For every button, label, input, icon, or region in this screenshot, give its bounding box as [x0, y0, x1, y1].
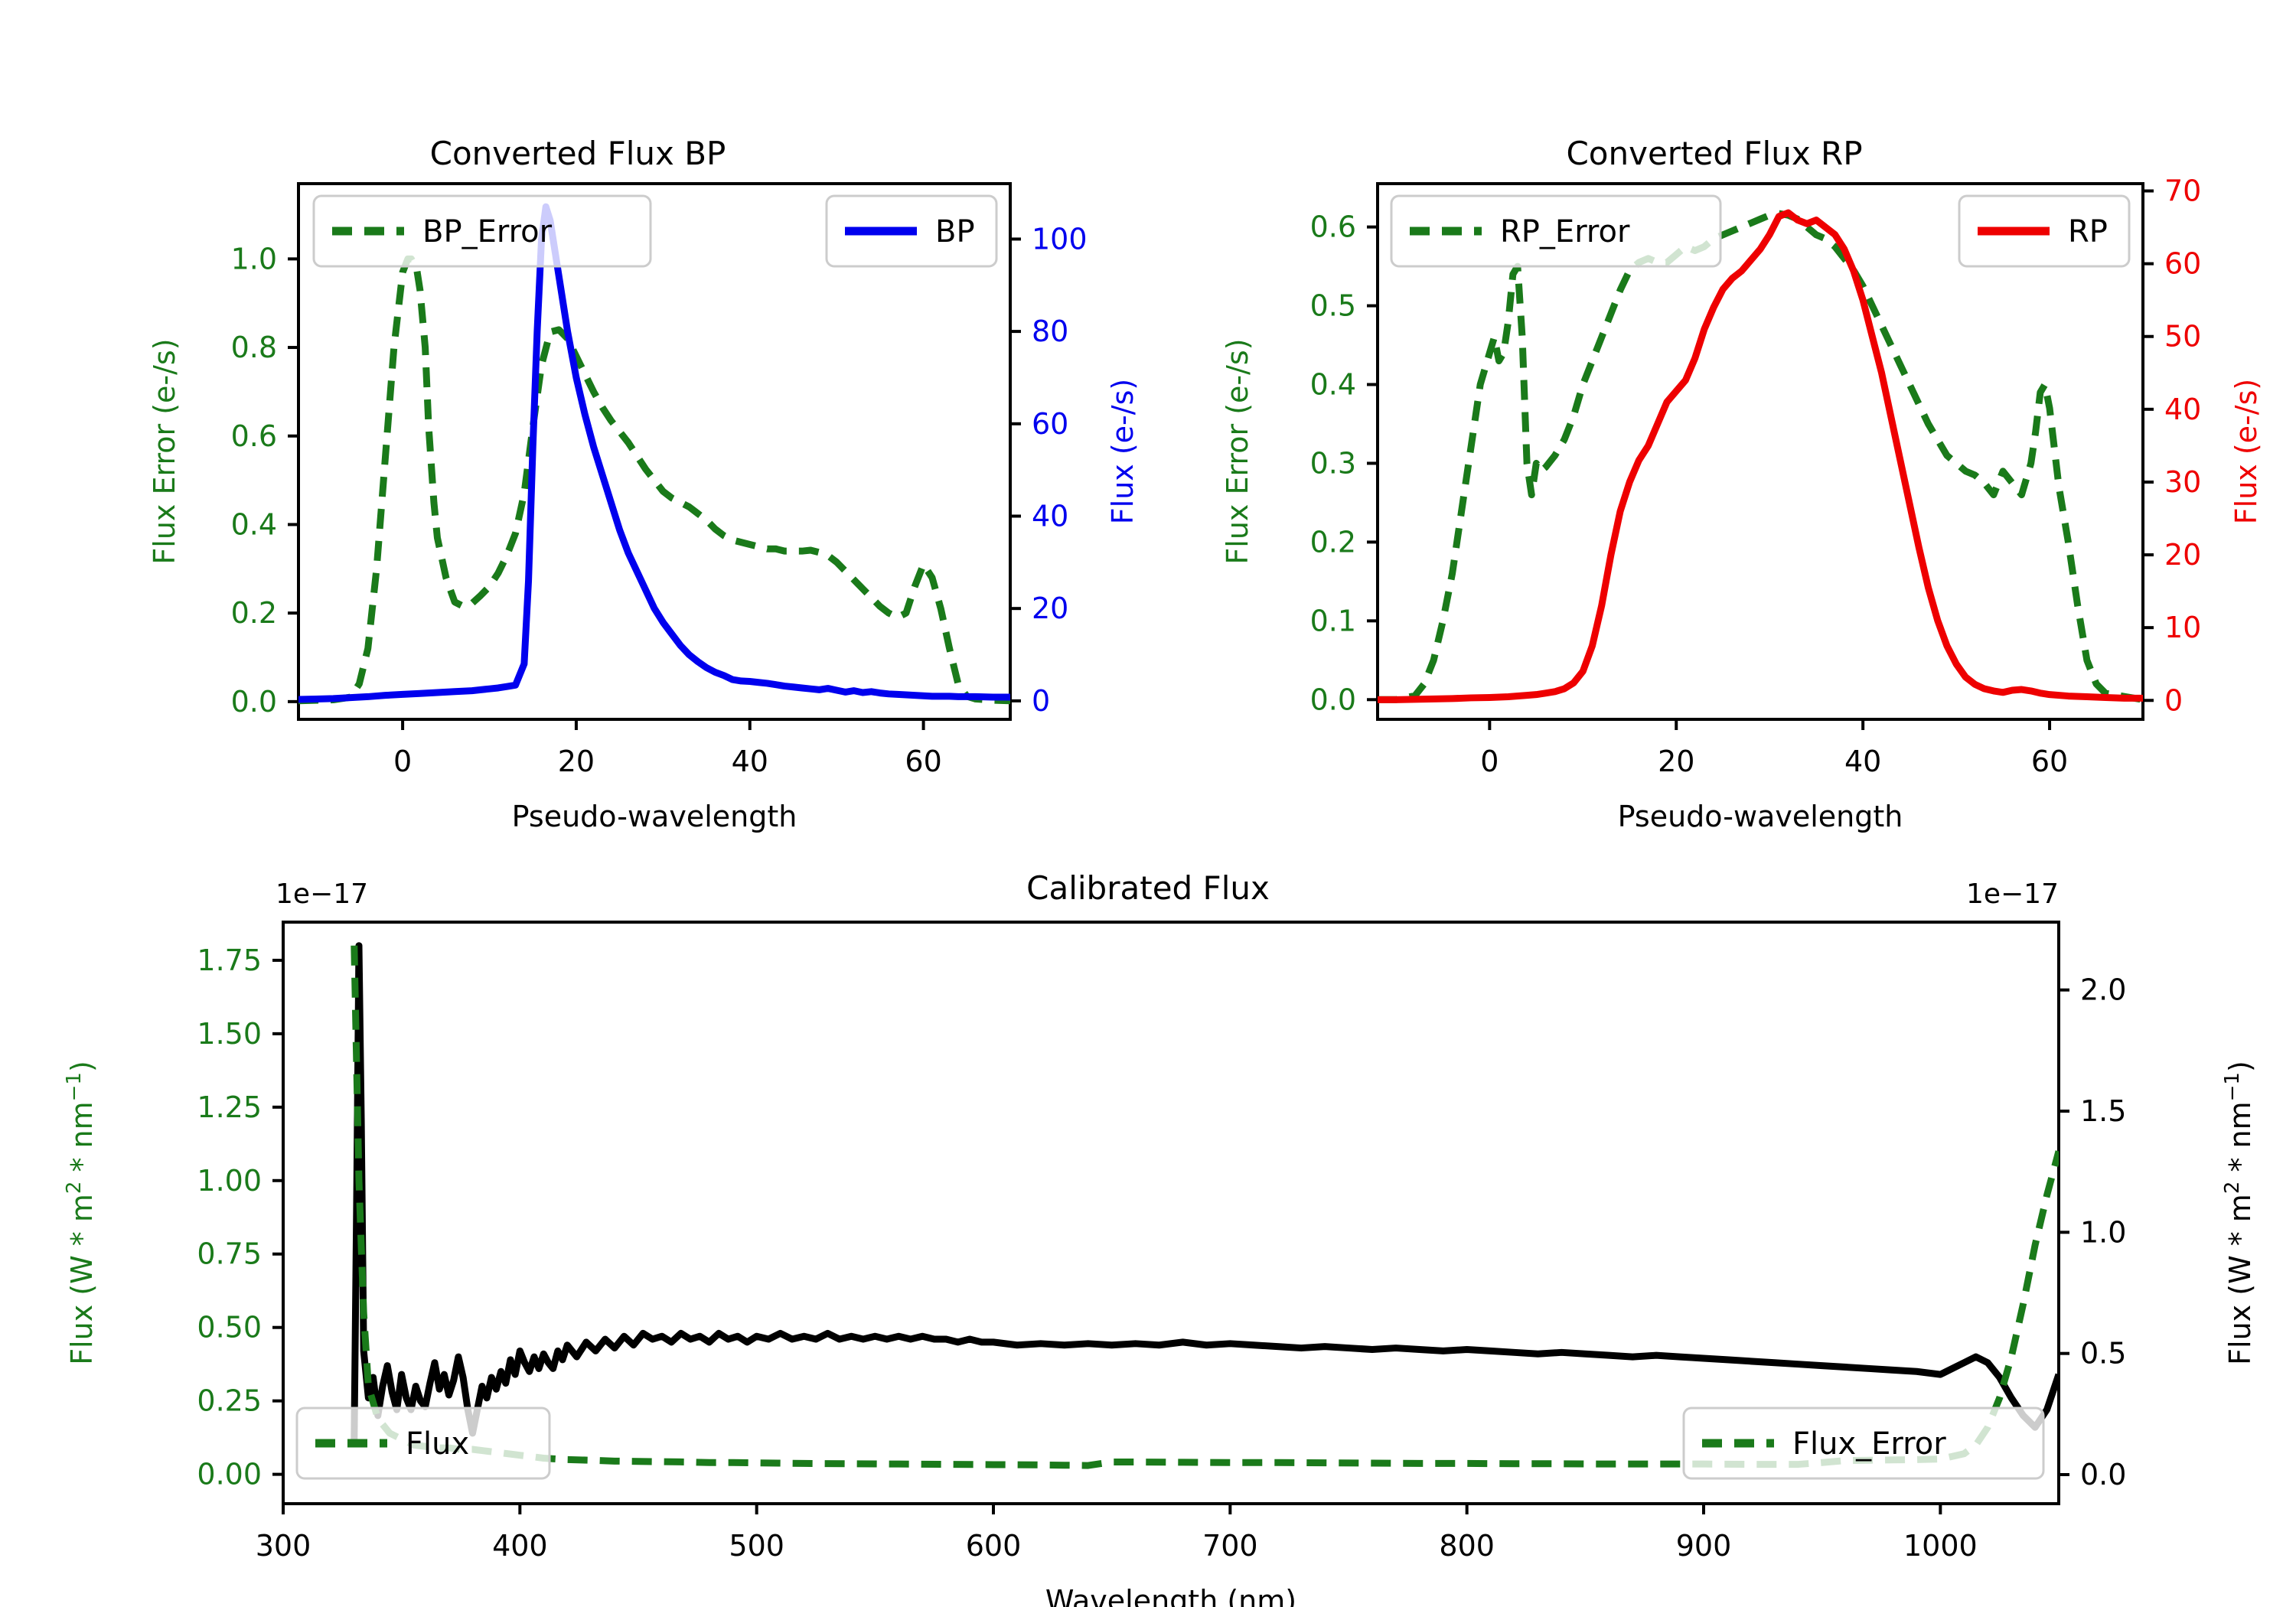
y2-tick-label: 1.5 [2080, 1094, 2126, 1128]
x-tick-label: 1000 [1903, 1529, 1978, 1563]
legend-converted-flux-bp-flux-label: BP [935, 214, 975, 249]
legend-converted-flux-bp-error-box[interactable] [312, 194, 652, 268]
panel-title-calibrated: Calibrated Flux [1026, 869, 1270, 907]
y2-tick-label: 50 [2164, 320, 2201, 354]
x-tick-label: 0 [393, 745, 412, 778]
y2-tick-label: 0.5 [2080, 1337, 2126, 1371]
x-axis-label: Wavelength (nm) [1045, 1584, 1296, 1607]
legend-converted-flux-bp-error-label: BP_Error [422, 214, 553, 249]
y-tick-label: 1.0 [231, 242, 277, 275]
offset-text-right: 1e−17 [1966, 878, 2059, 910]
x-tick-label: 60 [905, 745, 941, 778]
x-tick-label: 400 [492, 1529, 548, 1563]
y-tick-label: 0.4 [231, 507, 277, 541]
y-tick-label: 1.50 [197, 1017, 262, 1051]
y-tick-label: 1.00 [197, 1164, 262, 1198]
y2-tick-label: 0.0 [2080, 1458, 2126, 1491]
panel-converted-flux-rp: Converted Flux RP 0 20 40 60 Pseudo-waveleng… [1148, 0, 2296, 833]
plot-frame [282, 921, 2060, 1505]
x-tick-label: 40 [732, 745, 768, 778]
y2-tick-label: 10 [2164, 611, 2201, 644]
x-tick-label: 60 [2031, 745, 2068, 778]
x-tick-label: 600 [966, 1529, 1022, 1563]
y2-tick-label: 80 [1032, 315, 1068, 348]
y-tick-label: 0.00 [197, 1458, 262, 1491]
y2-tick-label: 100 [1032, 222, 1088, 256]
x-tick-label: 20 [558, 745, 595, 778]
y-axis-label-left: Flux Error (e-/s) [148, 338, 181, 564]
offset-text-left: 1e−17 [276, 878, 368, 910]
x-axis-label: Pseudo-wavelength [512, 800, 797, 833]
x-tick-label: 900 [1676, 1529, 1732, 1563]
y-tick-label: 0.6 [1310, 210, 1356, 244]
legend-converted-flux-rp-error-box[interactable] [1390, 194, 1722, 268]
series-line-bp [298, 203, 1010, 703]
y2-tick-label: 1.0 [2080, 1215, 2126, 1249]
y-axis-label-right: Flux (e-/s) [1106, 379, 1140, 524]
series-line-rp [1378, 209, 2143, 703]
y2-tick-label: 70 [2164, 174, 2201, 208]
y-tick-label: 0.50 [197, 1311, 262, 1345]
y-axis-label-left: Flux (W * m2 * nm−1) [63, 1061, 99, 1365]
legend-converted-flux-rp-error-label: RP_Error [1500, 214, 1630, 249]
y-tick-label: 0.5 [1310, 289, 1356, 323]
y2-tick-label: 60 [2164, 247, 2201, 281]
x-tick-label: 300 [256, 1529, 311, 1563]
y-tick-label: 0.8 [231, 331, 277, 364]
panel-calibrated-flux: Calibrated Flux 1e−17 1e−17 300 400 500 600… [0, 826, 2296, 1607]
panel-converted-flux-bp: Converted Flux BP 0 20 40 60 Pseudo-waveleng… [0, 0, 1148, 833]
y-axis-label-right: Flux (W * m2 * nm−1) [2221, 1061, 2257, 1365]
x-tick-label: 20 [1658, 745, 1694, 778]
legend-calibrated-flux-flux-box[interactable] [1682, 1407, 2045, 1480]
plot-frame [1376, 182, 2144, 721]
panel-title-rp: Converted Flux RP [1566, 135, 1862, 172]
y2-tick-label: 30 [2164, 465, 2201, 499]
y-tick-label: 0.75 [197, 1237, 262, 1271]
x-tick-label: 40 [1844, 745, 1881, 778]
series-line-flux [351, 942, 2059, 1439]
y2-tick-label: 20 [1032, 592, 1068, 625]
y2-tick-label: 40 [2164, 393, 2201, 426]
legend-calibrated-flux-error-label: Flux [406, 1426, 469, 1462]
y2-tick-label: 0 [2164, 683, 2183, 717]
legend-converted-flux-rp-flux-label: RP [2068, 214, 2108, 249]
y-tick-label: 1.25 [197, 1090, 262, 1124]
x-axis-label: Pseudo-wavelength [1618, 800, 1903, 833]
series-line-rp_error [1378, 210, 2143, 703]
y-axis-label-left: Flux Error (e-/s) [1221, 338, 1254, 564]
series-line-flux_error [351, 945, 2059, 1469]
legend-calibrated-flux-flux-label: Flux_Error [1792, 1426, 1946, 1462]
panel-title-bp: Converted Flux BP [430, 135, 726, 172]
y-tick-label: 0.0 [1310, 683, 1356, 716]
y-tick-label: 0.0 [231, 685, 277, 719]
x-tick-label: 800 [1439, 1529, 1495, 1563]
y-tick-label: 0.6 [231, 419, 277, 453]
y2-tick-label: 20 [2164, 538, 2201, 572]
y-tick-label: 0.1 [1310, 604, 1356, 637]
legend-calibrated-flux-error-box[interactable] [295, 1407, 551, 1480]
x-tick-label: 0 [1480, 745, 1499, 778]
y2-tick-label: 2.0 [2080, 973, 2126, 1007]
y-tick-label: 0.3 [1310, 446, 1356, 480]
y2-tick-label: 0 [1032, 684, 1050, 718]
y-tick-label: 0.25 [197, 1384, 262, 1418]
y-tick-label: 0.2 [1310, 525, 1356, 559]
x-tick-label: 700 [1202, 1529, 1258, 1563]
y2-tick-label: 40 [1032, 499, 1068, 533]
y-axis-label-right: Flux (e-/s) [2229, 379, 2263, 524]
plot-frame [297, 182, 1012, 721]
y-tick-label: 0.2 [231, 596, 277, 630]
y-tick-label: 1.75 [197, 944, 262, 977]
series-line-bp_error [298, 255, 1010, 705]
x-tick-label: 500 [729, 1529, 784, 1563]
y-tick-label: 0.4 [1310, 368, 1356, 402]
y2-tick-label: 60 [1032, 407, 1068, 441]
